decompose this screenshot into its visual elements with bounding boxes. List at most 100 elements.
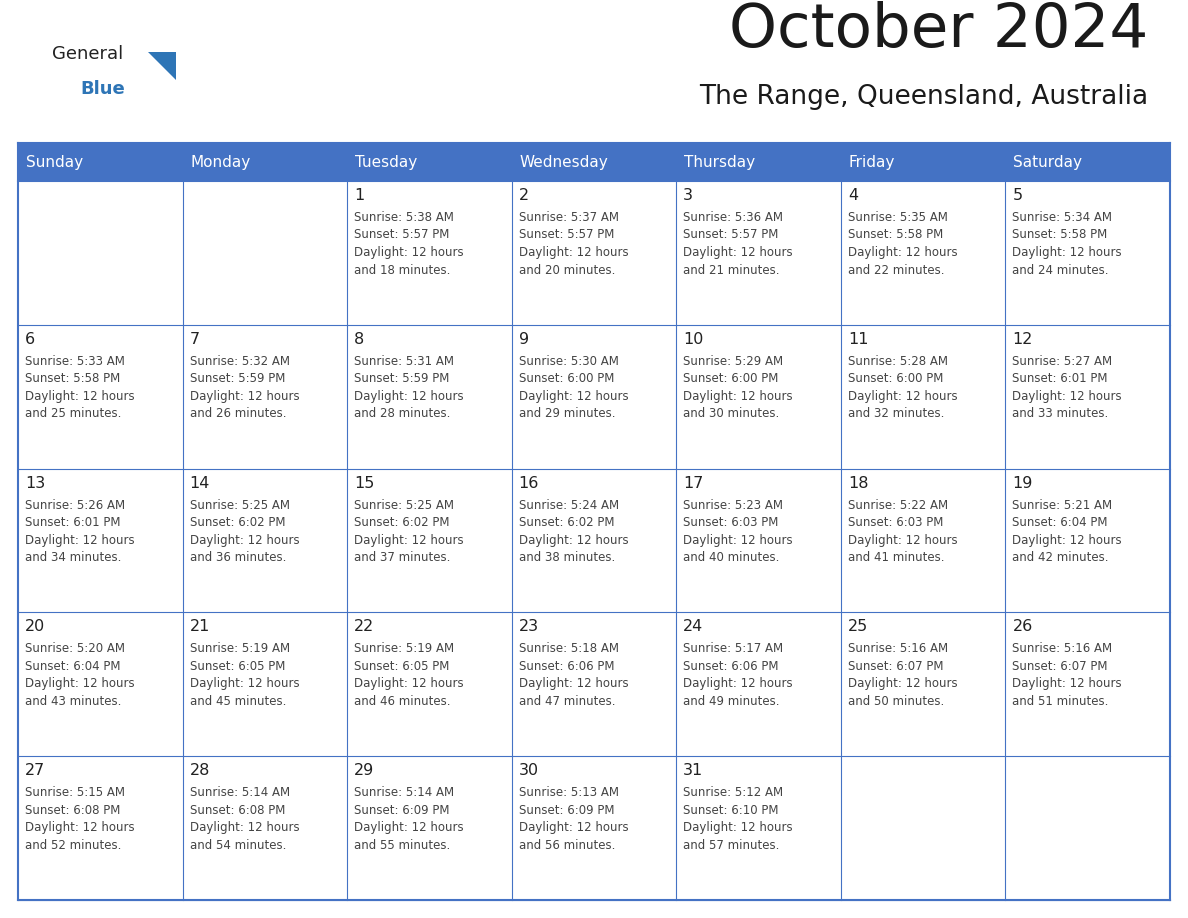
Text: Sunrise: 5:16 AM: Sunrise: 5:16 AM <box>848 643 948 655</box>
Text: Sunrise: 5:13 AM: Sunrise: 5:13 AM <box>519 786 619 800</box>
Text: Daylight: 12 hours: Daylight: 12 hours <box>25 533 134 546</box>
Bar <box>512 468 676 612</box>
Text: 4: 4 <box>848 188 858 203</box>
Text: Daylight: 12 hours: Daylight: 12 hours <box>519 390 628 403</box>
Text: Sunset: 6:03 PM: Sunset: 6:03 PM <box>683 516 778 529</box>
Bar <box>512 756 676 900</box>
Text: 3: 3 <box>683 188 694 203</box>
Text: Sunset: 5:58 PM: Sunset: 5:58 PM <box>848 229 943 241</box>
Text: 5: 5 <box>1012 188 1023 203</box>
Bar <box>512 181 676 325</box>
Text: Sunset: 6:04 PM: Sunset: 6:04 PM <box>25 660 120 673</box>
Text: and 55 minutes.: and 55 minutes. <box>354 839 450 852</box>
Text: Sunset: 5:59 PM: Sunset: 5:59 PM <box>354 373 449 386</box>
Text: Sunset: 5:57 PM: Sunset: 5:57 PM <box>354 229 449 241</box>
Text: Sunset: 6:00 PM: Sunset: 6:00 PM <box>519 373 614 386</box>
Bar <box>183 468 347 612</box>
Text: and 28 minutes.: and 28 minutes. <box>354 408 450 420</box>
Text: Sunset: 6:05 PM: Sunset: 6:05 PM <box>354 660 449 673</box>
Text: 1: 1 <box>354 188 365 203</box>
Text: Sunrise: 5:15 AM: Sunrise: 5:15 AM <box>25 786 125 800</box>
Text: and 24 minutes.: and 24 minutes. <box>1012 263 1108 276</box>
Text: and 36 minutes.: and 36 minutes. <box>190 551 286 564</box>
Text: Sunset: 5:58 PM: Sunset: 5:58 PM <box>25 373 120 386</box>
Text: 13: 13 <box>25 476 45 490</box>
Text: Sunrise: 5:25 AM: Sunrise: 5:25 AM <box>354 498 454 511</box>
Text: Sunset: 6:02 PM: Sunset: 6:02 PM <box>190 516 285 529</box>
Text: Sunrise: 5:23 AM: Sunrise: 5:23 AM <box>683 498 783 511</box>
Text: Daylight: 12 hours: Daylight: 12 hours <box>354 533 463 546</box>
Text: and 56 minutes.: and 56 minutes. <box>519 839 615 852</box>
Text: Daylight: 12 hours: Daylight: 12 hours <box>354 246 463 259</box>
Text: Sunrise: 5:25 AM: Sunrise: 5:25 AM <box>190 498 290 511</box>
Text: and 46 minutes.: and 46 minutes. <box>354 695 450 708</box>
Text: General: General <box>52 45 124 63</box>
Bar <box>347 181 512 325</box>
Bar <box>183 612 347 756</box>
Text: Sunset: 6:03 PM: Sunset: 6:03 PM <box>848 516 943 529</box>
Text: and 26 minutes.: and 26 minutes. <box>190 408 286 420</box>
Text: Sunrise: 5:26 AM: Sunrise: 5:26 AM <box>25 498 125 511</box>
Bar <box>1005 612 1170 756</box>
Text: and 37 minutes.: and 37 minutes. <box>354 551 450 564</box>
Text: Daylight: 12 hours: Daylight: 12 hours <box>683 677 792 690</box>
Bar <box>676 756 841 900</box>
Text: Daylight: 12 hours: Daylight: 12 hours <box>848 533 958 546</box>
Text: and 49 minutes.: and 49 minutes. <box>683 695 779 708</box>
Text: Sunset: 6:06 PM: Sunset: 6:06 PM <box>683 660 779 673</box>
Text: 2: 2 <box>519 188 529 203</box>
Text: and 45 minutes.: and 45 minutes. <box>190 695 286 708</box>
Bar <box>347 756 512 900</box>
Bar <box>1005 756 1170 900</box>
Text: Daylight: 12 hours: Daylight: 12 hours <box>519 822 628 834</box>
Text: Sunset: 6:09 PM: Sunset: 6:09 PM <box>519 803 614 817</box>
Text: 19: 19 <box>1012 476 1032 490</box>
Bar <box>1005 325 1170 468</box>
Text: 31: 31 <box>683 763 703 778</box>
Text: Daylight: 12 hours: Daylight: 12 hours <box>354 822 463 834</box>
Text: Tuesday: Tuesday <box>355 154 417 170</box>
Text: Sunrise: 5:33 AM: Sunrise: 5:33 AM <box>25 354 125 368</box>
Text: and 22 minutes.: and 22 minutes. <box>848 263 944 276</box>
Text: Sunrise: 5:19 AM: Sunrise: 5:19 AM <box>190 643 290 655</box>
Text: Sunset: 6:00 PM: Sunset: 6:00 PM <box>683 373 778 386</box>
Text: Daylight: 12 hours: Daylight: 12 hours <box>683 246 792 259</box>
Text: Sunday: Sunday <box>26 154 83 170</box>
Text: Daylight: 12 hours: Daylight: 12 hours <box>1012 677 1121 690</box>
Text: 12: 12 <box>1012 331 1032 347</box>
Text: Sunrise: 5:34 AM: Sunrise: 5:34 AM <box>1012 211 1112 224</box>
Text: 25: 25 <box>848 620 868 634</box>
Bar <box>1005 468 1170 612</box>
Bar <box>183 181 347 325</box>
Bar <box>18 468 183 612</box>
Text: Sunrise: 5:38 AM: Sunrise: 5:38 AM <box>354 211 454 224</box>
Text: Sunrise: 5:12 AM: Sunrise: 5:12 AM <box>683 786 783 800</box>
Text: and 47 minutes.: and 47 minutes. <box>519 695 615 708</box>
Text: Daylight: 12 hours: Daylight: 12 hours <box>190 677 299 690</box>
Text: Daylight: 12 hours: Daylight: 12 hours <box>354 390 463 403</box>
Bar <box>18 181 183 325</box>
Text: and 34 minutes.: and 34 minutes. <box>25 551 121 564</box>
Text: 11: 11 <box>848 331 868 347</box>
Text: Sunrise: 5:21 AM: Sunrise: 5:21 AM <box>1012 498 1112 511</box>
Text: and 18 minutes.: and 18 minutes. <box>354 263 450 276</box>
Bar <box>841 612 1005 756</box>
Text: Daylight: 12 hours: Daylight: 12 hours <box>683 822 792 834</box>
Text: 26: 26 <box>1012 620 1032 634</box>
Text: 18: 18 <box>848 476 868 490</box>
Text: Thursday: Thursday <box>684 154 756 170</box>
Text: Daylight: 12 hours: Daylight: 12 hours <box>190 822 299 834</box>
Text: Sunrise: 5:18 AM: Sunrise: 5:18 AM <box>519 643 619 655</box>
Text: Sunrise: 5:17 AM: Sunrise: 5:17 AM <box>683 643 783 655</box>
Text: 6: 6 <box>25 331 36 347</box>
Text: Sunrise: 5:14 AM: Sunrise: 5:14 AM <box>354 786 454 800</box>
Text: and 20 minutes.: and 20 minutes. <box>519 263 615 276</box>
Text: Daylight: 12 hours: Daylight: 12 hours <box>848 246 958 259</box>
Text: Sunset: 5:57 PM: Sunset: 5:57 PM <box>519 229 614 241</box>
Text: 9: 9 <box>519 331 529 347</box>
Text: Sunset: 6:10 PM: Sunset: 6:10 PM <box>683 803 779 817</box>
Text: Daylight: 12 hours: Daylight: 12 hours <box>683 390 792 403</box>
Text: Sunset: 6:08 PM: Sunset: 6:08 PM <box>190 803 285 817</box>
Text: Daylight: 12 hours: Daylight: 12 hours <box>190 390 299 403</box>
Text: and 51 minutes.: and 51 minutes. <box>1012 695 1108 708</box>
